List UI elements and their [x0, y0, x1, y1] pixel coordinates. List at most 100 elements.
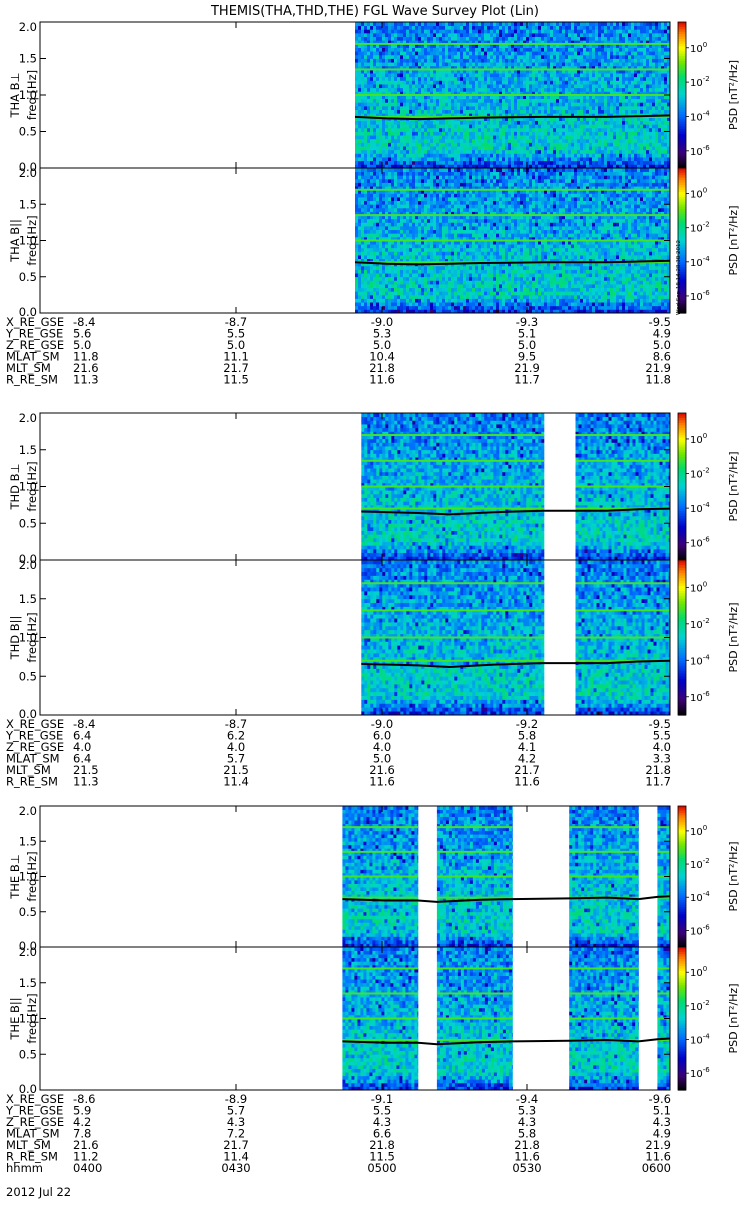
spectrogram-cell — [439, 102, 442, 106]
spectrogram-cell — [394, 128, 397, 132]
spectrogram-cell — [481, 22, 484, 26]
spectrogram-cell — [544, 80, 547, 84]
spectrogram-cell — [580, 142, 583, 146]
spectrogram-cell — [559, 37, 562, 41]
spectrogram-cell — [574, 142, 577, 146]
spectrogram-cell — [610, 33, 613, 37]
spectrogram-cell — [370, 26, 373, 30]
spectrogram-cell — [568, 132, 571, 136]
spectrogram-cell — [586, 142, 589, 146]
spectrogram-cell — [400, 77, 403, 81]
spectrogram-cell — [628, 132, 631, 136]
spectrogram-cell — [640, 139, 643, 143]
spectrogram-cell — [505, 26, 508, 30]
spectrogram-cell — [358, 55, 361, 59]
spectrogram-cell — [658, 150, 661, 154]
spectrogram-cell — [565, 62, 568, 66]
spectrogram-cell — [571, 99, 574, 103]
spectrogram-cell — [505, 29, 508, 33]
spectrogram-cell — [565, 128, 568, 132]
spectrogram-cell — [511, 106, 514, 110]
spectrogram-cell — [544, 150, 547, 154]
spectrogram-cell — [577, 153, 580, 157]
spectrogram-cell — [490, 102, 493, 106]
spectrogram-cell — [631, 146, 634, 150]
spectrogram-cell — [373, 157, 376, 161]
spectrogram-cell — [514, 106, 517, 110]
spectrogram-cell — [469, 26, 472, 30]
spectrogram-cell — [559, 26, 562, 30]
spectrogram-cell — [466, 135, 469, 139]
spectrogram-cell — [445, 153, 448, 157]
spectrogram-cell — [652, 62, 655, 66]
spectrogram-cell — [412, 102, 415, 106]
spectrogram-cell — [658, 135, 661, 139]
spectrogram-cell — [595, 84, 598, 88]
spectrogram-cell — [541, 26, 544, 30]
spectrogram-cell — [622, 80, 625, 84]
spectrogram-cell — [472, 110, 475, 114]
spectrogram-cell — [409, 266, 412, 270]
spectrogram-cell — [568, 161, 571, 165]
spectrogram-cell — [664, 106, 667, 110]
spectrogram-cell — [592, 88, 595, 92]
spectrogram-cell — [364, 179, 367, 183]
spectrogram-cell — [409, 124, 412, 128]
spectrogram-cell — [367, 59, 370, 63]
spectrogram-cell — [406, 266, 409, 270]
spectrogram-cell — [385, 106, 388, 110]
spectrogram-cell — [472, 73, 475, 77]
y-tick-label: 1.5 — [19, 52, 37, 66]
spectrogram-cell — [466, 88, 469, 92]
spectrogram-cell — [466, 77, 469, 81]
spectrogram-cell — [499, 33, 502, 37]
spectrogram-cell — [610, 84, 613, 88]
spectrogram-cell — [571, 135, 574, 139]
spectrogram-cell — [472, 26, 475, 30]
spectrogram-cell — [361, 284, 364, 288]
spectrogram-cell — [643, 146, 646, 150]
spectrogram-cell — [601, 150, 604, 154]
spectrogram-cell — [634, 22, 637, 26]
spectrogram-cell — [607, 84, 610, 88]
spectrogram-cell — [400, 128, 403, 132]
spectrogram-cell — [364, 55, 367, 59]
spectrogram-cell — [487, 110, 490, 114]
spectrogram-cell — [547, 48, 550, 52]
spectrogram-cell — [601, 121, 604, 125]
spectrogram-cell — [358, 26, 361, 30]
spectrogram-cell — [430, 73, 433, 77]
spectrogram-cell — [448, 22, 451, 26]
spectrogram-cell — [655, 88, 658, 92]
spectrogram-cell — [547, 37, 550, 41]
spectrogram-cell — [409, 37, 412, 41]
spectrogram-cell — [403, 219, 406, 223]
spectrogram-cell — [391, 157, 394, 161]
spectrogram-cell — [379, 124, 382, 128]
spectrogram-cell — [355, 88, 358, 92]
spectrogram-cell — [379, 88, 382, 92]
spectrogram-cell — [625, 142, 628, 146]
spectrogram-cell — [577, 132, 580, 136]
spectrogram-cell — [397, 266, 400, 270]
spectrogram-cell — [568, 146, 571, 150]
spectrogram-cell — [565, 37, 568, 41]
spectrogram-cell — [391, 251, 394, 255]
spectrogram-cell — [391, 168, 394, 172]
spectrogram-cell — [391, 48, 394, 52]
spectrogram-cell — [364, 201, 367, 205]
spectrogram-cell — [484, 128, 487, 132]
spectrogram-cell — [478, 99, 481, 103]
spectrogram-cell — [418, 59, 421, 63]
spectrogram-cell — [565, 139, 568, 143]
spectrogram-cell — [358, 88, 361, 92]
spectrogram-cell — [391, 208, 394, 212]
spectrogram-cell — [508, 106, 511, 110]
spectrogram-cell — [655, 161, 658, 165]
spectrogram-cell — [616, 37, 619, 41]
spectrogram-cell — [400, 168, 403, 172]
spectrogram-cell — [469, 51, 472, 55]
spectrogram-cell — [646, 29, 649, 33]
spectrogram-cell — [415, 33, 418, 37]
spectrogram-cell — [616, 77, 619, 81]
